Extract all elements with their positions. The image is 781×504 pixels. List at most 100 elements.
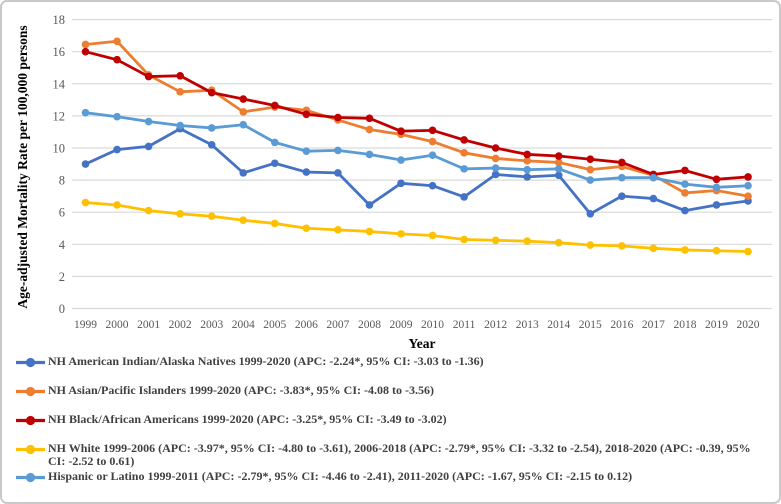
- data-point-nh-black-african-americans: [302, 110, 311, 119]
- data-point-hispanic-or-latino: [649, 173, 658, 182]
- series-line-nh-white: [84, 201, 750, 253]
- x-tick-label: 2006: [295, 319, 318, 331]
- data-point-nh-white: [113, 201, 121, 209]
- data-point-nh-american-indian-alaska-natives: [365, 201, 374, 209]
- data-point-nh-black-african-americans: [271, 101, 279, 110]
- legend-item-hispanic-or-latino: Hispanic or Latino 1999-2011 (APC: -2.79…: [15, 470, 770, 484]
- data-point-hispanic-or-latino: [712, 183, 721, 192]
- data-point-nh-american-indian-alaska-natives: [271, 159, 279, 168]
- data-point-nh-american-indian-alaska-natives: [81, 160, 90, 168]
- data-point-nh-american-indian-alaska-natives: [397, 179, 405, 188]
- data-point-hispanic-or-latino: [523, 165, 531, 174]
- data-point-nh-black-african-americans: [554, 152, 563, 160]
- y-tick-label: 12: [53, 109, 66, 123]
- data-point-hispanic-or-latino: [144, 117, 153, 126]
- x-tick-label: 2013: [516, 319, 539, 331]
- data-point-hispanic-or-latino: [618, 173, 626, 182]
- data-point-nh-american-indian-alaska-natives: [554, 171, 563, 180]
- data-point-nh-black-african-americans: [113, 55, 121, 64]
- data-point-nh-black-african-americans: [744, 173, 752, 181]
- series-line-hispanic-or-latino: [84, 111, 750, 189]
- x-tick-label: 2001: [137, 319, 160, 331]
- data-point-hispanic-or-latino: [302, 147, 311, 156]
- line-chart: 0 2 4 6 8 10 12 14 16 18 1999 2000 2001 2002 2003 2004 2…: [53, 13, 772, 331]
- data-point-nh-black-african-americans: [144, 72, 153, 81]
- x-tick-label: 2007: [326, 319, 349, 331]
- data-point-nh-asian-pacific-islanders: [491, 154, 500, 163]
- x-tick-label: 2004: [232, 319, 255, 331]
- data-point-nh-american-indian-alaska-natives: [618, 192, 626, 200]
- data-point-hispanic-or-latino: [586, 176, 595, 184]
- x-tick-label: 2014: [547, 319, 570, 331]
- data-point-nh-asian-pacific-islanders: [460, 149, 468, 157]
- y-tick-label: 18: [53, 13, 66, 27]
- y-tick-label: 16: [53, 45, 66, 59]
- legend-marker-icon: [16, 386, 45, 397]
- data-point-nh-american-indian-alaska-natives: [144, 142, 153, 151]
- x-tick-label: 2002: [169, 319, 192, 331]
- data-point-nh-white: [586, 241, 595, 249]
- data-point-hispanic-or-latino: [176, 121, 184, 130]
- data-point-nh-white: [428, 231, 437, 240]
- data-point-nh-american-indian-alaska-natives: [302, 168, 311, 176]
- data-point-nh-white: [618, 242, 626, 250]
- data-point-nh-black-african-americans: [397, 127, 405, 135]
- data-point-nh-white: [712, 246, 721, 255]
- x-tick-label: 2012: [484, 319, 507, 331]
- data-point-nh-american-indian-alaska-natives: [649, 194, 658, 203]
- data-point-nh-american-indian-alaska-natives: [523, 173, 531, 181]
- data-point-nh-black-african-americans: [712, 175, 721, 184]
- legend-item-nh-asian-pacific-islanders: NH Asian/Pacific Islanders 1999-2020 (AP…: [15, 384, 770, 398]
- data-point-nh-asian-pacific-islanders: [554, 158, 563, 167]
- data-point-nh-american-indian-alaska-natives: [113, 145, 121, 154]
- data-point-nh-white: [239, 216, 248, 225]
- data-point-nh-white: [681, 246, 689, 254]
- x-tick-label: 2020: [737, 319, 760, 331]
- data-point-nh-black-african-americans: [618, 158, 626, 167]
- x-tick-label: 2019: [705, 319, 728, 331]
- legend-item-label: NH White 1999-2006 (APC: -3.97*, 95% CI:…: [48, 441, 751, 468]
- data-point-hispanic-or-latino: [397, 156, 405, 164]
- series-line-nh-black-african-americans: [84, 50, 750, 181]
- data-point-hispanic-or-latino: [239, 120, 248, 129]
- data-point-nh-black-african-americans: [207, 88, 216, 97]
- data-point-nh-white: [365, 227, 374, 236]
- data-point-nh-asian-pacific-islanders: [365, 125, 374, 134]
- y-tick-label: 4: [59, 238, 66, 252]
- data-point-nh-black-african-americans: [460, 136, 468, 144]
- legend-marker-icon: [16, 357, 45, 368]
- data-point-nh-white: [744, 247, 752, 256]
- y-axis-title: Age-adjusted Mortality Rate per 100,000 …: [15, 25, 30, 309]
- data-point-hispanic-or-latino: [491, 164, 500, 172]
- x-tick-label: 2000: [106, 319, 129, 331]
- x-axis-title: Year: [408, 336, 436, 351]
- y-tick-label: 10: [53, 142, 66, 156]
- y-tick-label: 0: [59, 302, 65, 316]
- data-point-nh-american-indian-alaska-natives: [207, 140, 216, 149]
- data-point-nh-asian-pacific-islanders: [81, 40, 90, 49]
- legend-item-label: NH American Indian/Alaska Natives 1999-2…: [48, 354, 484, 368]
- x-tick-label: 2005: [263, 319, 286, 331]
- data-point-nh-black-african-americans: [523, 150, 531, 159]
- x-tick-label: 1999: [74, 319, 97, 331]
- data-point-nh-white: [397, 230, 405, 238]
- legend-item-nh-black-african-americans: NH Black/African Americans 1999-2020 (AP…: [15, 413, 770, 427]
- data-point-nh-black-african-americans: [81, 47, 90, 56]
- y-tick-label: 2: [59, 270, 65, 284]
- x-tick-label: 2010: [421, 319, 444, 331]
- data-point-nh-white: [460, 235, 468, 244]
- data-point-nh-asian-pacific-islanders: [239, 108, 248, 116]
- data-point-hispanic-or-latino: [365, 150, 374, 159]
- data-point-nh-american-indian-alaska-natives: [712, 201, 721, 209]
- data-point-nh-asian-pacific-islanders: [176, 88, 184, 96]
- data-point-nh-black-african-americans: [428, 126, 437, 135]
- data-point-hispanic-or-latino: [744, 181, 752, 190]
- y-tick-label: 8: [59, 174, 65, 188]
- data-point-hispanic-or-latino: [460, 165, 468, 173]
- data-point-hispanic-or-latino: [81, 108, 90, 117]
- data-point-hispanic-or-latino: [428, 151, 437, 160]
- legend-item-nh-white: NH White 1999-2006 (APC: -3.97*, 95% CI:…: [15, 442, 770, 468]
- data-point-hispanic-or-latino: [334, 146, 342, 155]
- data-point-nh-asian-pacific-islanders: [113, 37, 121, 46]
